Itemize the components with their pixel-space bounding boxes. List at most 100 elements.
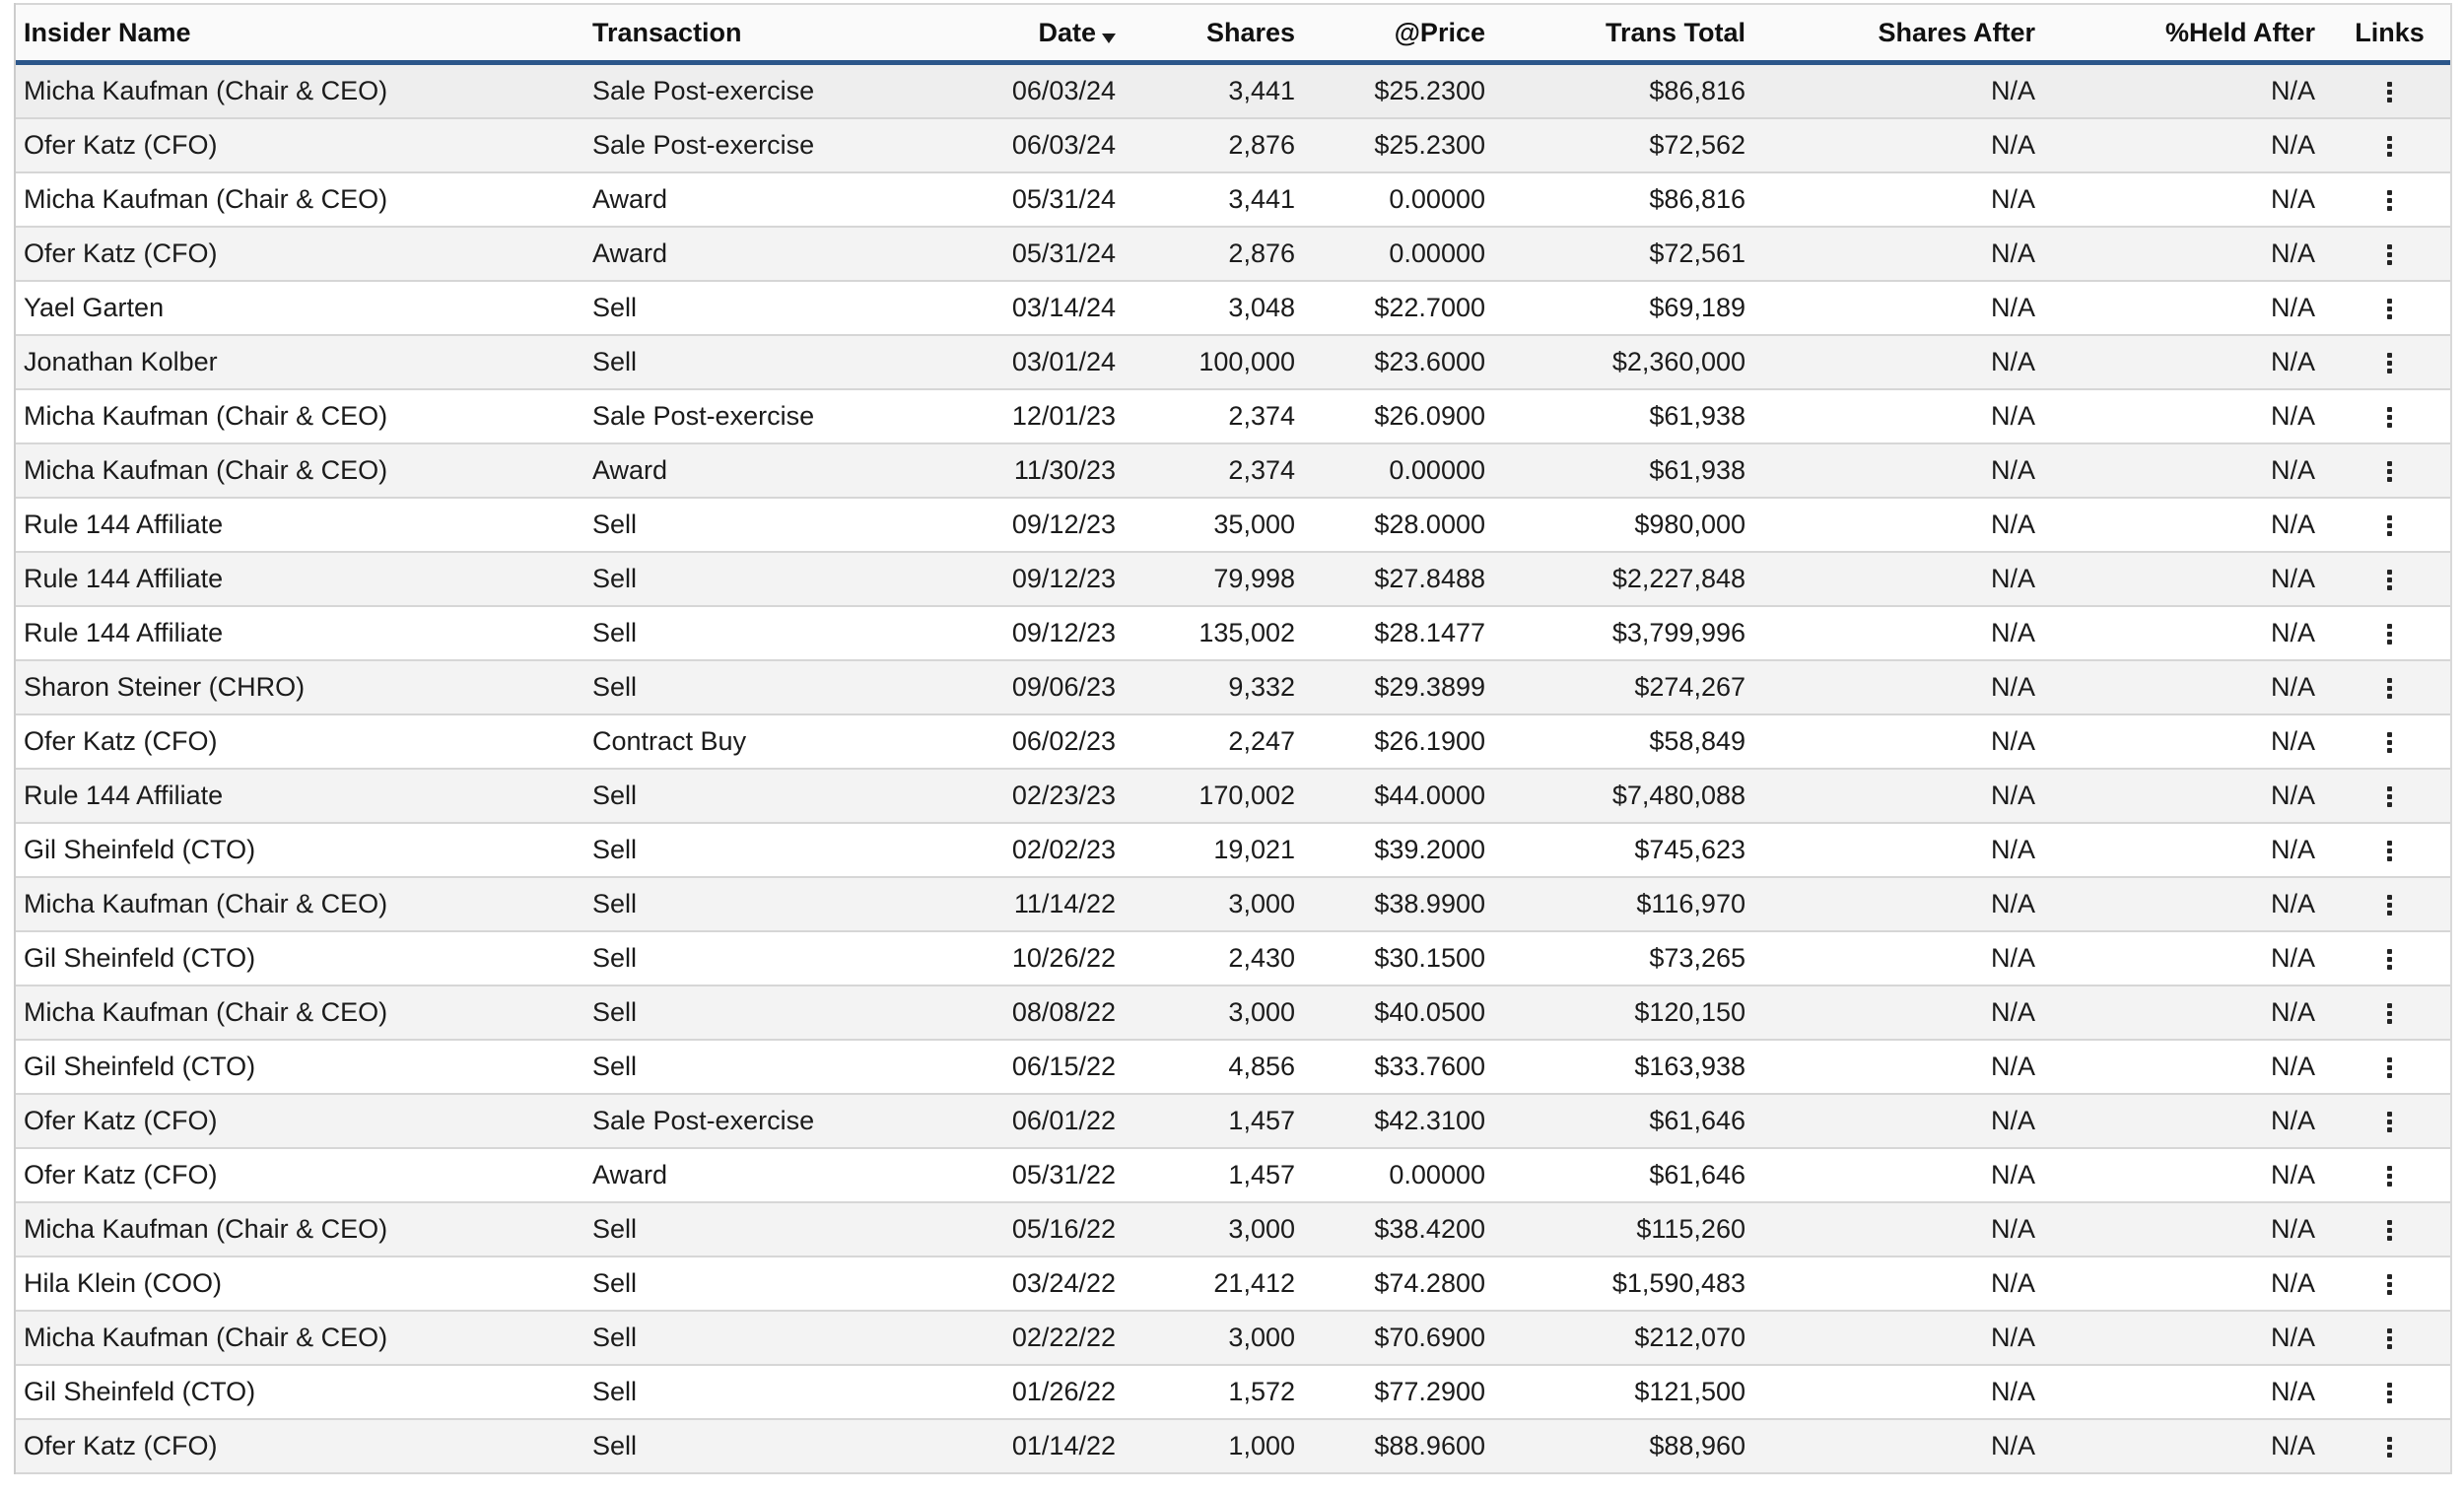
cell-shares: 2,374 <box>1129 389 1309 444</box>
cell-price: $74.2800 <box>1309 1256 1499 1312</box>
col-header-insider-name[interactable]: Insider Name <box>16 3 592 65</box>
cell-shares-after: N/A <box>1759 62 2049 119</box>
kebab-dot <box>2387 98 2392 103</box>
kebab-menu-icon[interactable] <box>2379 728 2400 757</box>
cell-shares-after: N/A <box>1759 823 2049 878</box>
cell-shares: 2,876 <box>1129 227 1309 282</box>
cell-date: 02/23/23 <box>1006 769 1129 824</box>
cell-insider-name: Micha Kaufman (Chair & CEO) <box>16 877 592 932</box>
kebab-menu-icon[interactable] <box>2379 511 2400 540</box>
col-header-links: Links <box>2329 3 2450 65</box>
cell-shares-after: N/A <box>1759 1148 2049 1203</box>
kebab-menu-icon[interactable] <box>2379 566 2400 594</box>
table-row: Rule 144 Affiliate Sell 09/12/23 35,000 $28.… <box>16 498 2450 553</box>
cell-pct-held-after: N/A <box>2049 335 2329 390</box>
kebab-menu-icon[interactable] <box>2379 1162 2400 1190</box>
col-header-shares-after[interactable]: Shares After <box>1759 3 2049 65</box>
kebab-menu-icon[interactable] <box>2379 1324 2400 1353</box>
kebab-menu-icon[interactable] <box>2379 240 2400 269</box>
cell-date: 06/02/23 <box>1006 714 1129 770</box>
kebab-menu-icon[interactable] <box>2379 1270 2400 1299</box>
col-header-transaction[interactable]: Transaction <box>592 3 1006 65</box>
kebab-menu-icon[interactable] <box>2379 78 2400 106</box>
kebab-dot <box>2387 198 2392 204</box>
kebab-menu-icon[interactable] <box>2379 1433 2400 1461</box>
kebab-menu-icon[interactable] <box>2379 945 2400 974</box>
col-header-price[interactable]: @Price <box>1309 3 1499 65</box>
kebab-menu-icon[interactable] <box>2379 349 2400 377</box>
cell-shares-after: N/A <box>1759 931 2049 986</box>
cell-transaction: Sell <box>592 335 1006 390</box>
cell-insider-name: Gil Sheinfeld (CTO) <box>16 823 592 878</box>
col-header-shares[interactable]: Shares <box>1129 3 1309 65</box>
kebab-dot <box>2387 895 2392 901</box>
cell-insider-name: Gil Sheinfeld (CTO) <box>16 931 592 986</box>
table-row: Rule 144 Affiliate Sell 09/12/23 135,002 $28… <box>16 606 2450 661</box>
kebab-dot <box>2387 1274 2392 1280</box>
kebab-menu-icon[interactable] <box>2379 620 2400 648</box>
cell-trans-total: $58,849 <box>1499 714 1759 770</box>
cell-shares: 100,000 <box>1129 335 1309 390</box>
kebab-menu-icon[interactable] <box>2379 1379 2400 1407</box>
cell-shares: 1,457 <box>1129 1094 1309 1149</box>
cell-date: 03/24/22 <box>1006 1256 1129 1312</box>
kebab-menu-icon[interactable] <box>2379 999 2400 1028</box>
cell-trans-total: $980,000 <box>1499 498 1759 553</box>
cell-transaction: Award <box>592 227 1006 282</box>
kebab-menu-icon[interactable] <box>2379 186 2400 215</box>
cell-transaction: Sell <box>592 931 1006 986</box>
kebab-dot <box>2387 856 2392 862</box>
cell-pct-held-after: N/A <box>2049 1202 2329 1257</box>
kebab-menu-icon[interactable] <box>2379 837 2400 865</box>
kebab-menu-icon[interactable] <box>2379 403 2400 432</box>
cell-date: 09/12/23 <box>1006 498 1129 553</box>
col-header-label: Trans Total <box>1605 17 1745 47</box>
kebab-menu-icon[interactable] <box>2379 132 2400 161</box>
cell-price: $28.1477 <box>1309 606 1499 661</box>
cell-pct-held-after: N/A <box>2049 389 2329 444</box>
cell-transaction: Sale Post-exercise <box>592 62 1006 119</box>
col-header-held-after[interactable]: %Held After <box>2049 3 2329 65</box>
table-row: Ofer Katz (CFO) Sell 01/14/22 1,000 $88.9600… <box>16 1419 2450 1474</box>
cell-links <box>2329 1202 2450 1257</box>
col-header-label: Insider Name <box>24 17 191 47</box>
table-row: Micha Kaufman (Chair & CEO) Sell 02/22/22 3… <box>16 1311 2450 1366</box>
cell-pct-held-after: N/A <box>2049 498 2329 553</box>
col-header-trans-total[interactable]: Trans Total <box>1499 3 1759 65</box>
cell-shares: 1,000 <box>1129 1419 1309 1474</box>
col-header-label: Date <box>1038 17 1096 47</box>
cell-date: 03/14/24 <box>1006 281 1129 336</box>
kebab-menu-icon[interactable] <box>2379 1216 2400 1245</box>
cell-price: $39.2000 <box>1309 823 1499 878</box>
table-row: Gil Sheinfeld (CTO) Sell 02/02/23 19,021 $39… <box>16 823 2450 878</box>
kebab-menu-icon[interactable] <box>2379 782 2400 811</box>
cell-transaction: Sell <box>592 823 1006 878</box>
cell-date: 11/30/23 <box>1006 443 1129 499</box>
kebab-dot <box>2387 1127 2392 1133</box>
cell-date: 05/31/24 <box>1006 227 1129 282</box>
kebab-menu-icon[interactable] <box>2379 674 2400 703</box>
cell-pct-held-after: N/A <box>2049 1148 2329 1203</box>
table-row: Ofer Katz (CFO) Award 05/31/24 2,876 0.00000… <box>16 227 2450 282</box>
cell-trans-total: $72,562 <box>1499 118 1759 173</box>
cell-trans-total: $212,070 <box>1499 1311 1759 1366</box>
table-row: Jonathan Kolber Sell 03/01/24 100,000 $23.60… <box>16 335 2450 390</box>
kebab-menu-icon[interactable] <box>2379 295 2400 323</box>
cell-trans-total: $115,260 <box>1499 1202 1759 1257</box>
cell-shares-after: N/A <box>1759 443 2049 499</box>
table-row: Gil Sheinfeld (CTO) Sell 06/15/22 4,856 $33.… <box>16 1040 2450 1095</box>
cell-trans-total: $86,816 <box>1499 172 1759 228</box>
kebab-menu-icon[interactable] <box>2379 1053 2400 1082</box>
cell-insider-name: Jonathan Kolber <box>16 335 592 390</box>
cell-links <box>2329 660 2450 715</box>
kebab-menu-icon[interactable] <box>2379 891 2400 919</box>
kebab-dot <box>2387 1328 2392 1334</box>
kebab-menu-icon[interactable] <box>2379 457 2400 486</box>
cell-price: 0.00000 <box>1309 172 1499 228</box>
kebab-dot <box>2387 786 2392 792</box>
kebab-menu-icon[interactable] <box>2379 1108 2400 1136</box>
col-header-date[interactable]: Date <box>1006 3 1129 65</box>
kebab-dot <box>2387 1182 2392 1188</box>
cell-date: 08/08/22 <box>1006 985 1129 1041</box>
cell-pct-held-after: N/A <box>2049 985 2329 1041</box>
